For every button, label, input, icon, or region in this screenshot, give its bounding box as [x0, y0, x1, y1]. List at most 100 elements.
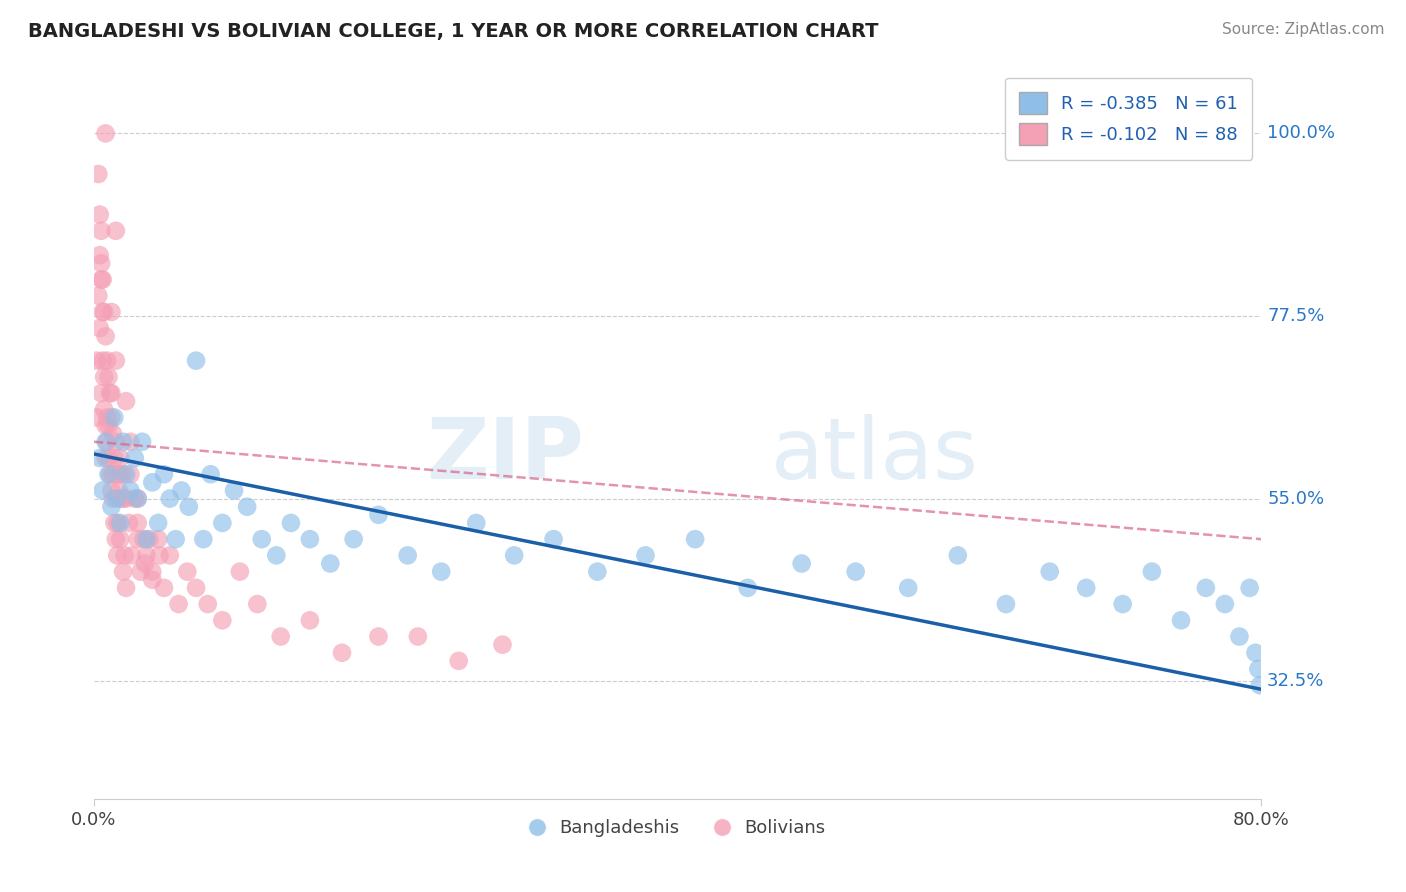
Point — [115, 394, 138, 409]
Point — [790, 557, 813, 571]
Point — [107, 483, 129, 498]
Point — [141, 475, 163, 490]
Point — [100, 386, 122, 401]
Point — [127, 532, 149, 546]
Point — [120, 483, 142, 498]
Point — [165, 532, 187, 546]
Point — [112, 565, 135, 579]
Point — [112, 491, 135, 506]
Point — [103, 516, 125, 530]
Point — [131, 434, 153, 449]
Point — [159, 549, 181, 563]
Point — [105, 549, 128, 563]
Point — [153, 581, 176, 595]
Point — [250, 532, 273, 546]
Point — [104, 532, 127, 546]
Point — [266, 549, 288, 563]
Point — [101, 491, 124, 506]
Point — [105, 516, 128, 530]
Point — [101, 426, 124, 441]
Point — [94, 329, 117, 343]
Point — [543, 532, 565, 546]
Point — [176, 565, 198, 579]
Point — [93, 370, 115, 384]
Point — [94, 127, 117, 141]
Point — [1195, 581, 1218, 595]
Point — [683, 532, 706, 546]
Text: 32.5%: 32.5% — [1267, 673, 1324, 690]
Point — [104, 353, 127, 368]
Point — [236, 500, 259, 514]
Text: atlas: atlas — [770, 414, 979, 497]
Point — [222, 483, 245, 498]
Point — [193, 532, 215, 546]
Point — [105, 467, 128, 482]
Legend: Bangladeshis, Bolivians: Bangladeshis, Bolivians — [523, 812, 832, 845]
Point — [121, 549, 143, 563]
Point — [86, 410, 108, 425]
Point — [367, 630, 389, 644]
Point — [100, 500, 122, 514]
Point — [96, 353, 118, 368]
Point — [197, 597, 219, 611]
Point — [96, 410, 118, 425]
Point — [1249, 678, 1271, 692]
Point — [146, 516, 169, 530]
Point — [211, 613, 233, 627]
Point — [91, 272, 114, 286]
Point — [87, 289, 110, 303]
Point — [101, 467, 124, 482]
Point — [104, 224, 127, 238]
Point — [1039, 565, 1062, 579]
Point — [98, 467, 121, 482]
Point — [93, 402, 115, 417]
Point — [94, 450, 117, 465]
Point — [90, 224, 112, 238]
Point — [503, 549, 526, 563]
Point — [1239, 581, 1261, 595]
Point — [115, 491, 138, 506]
Point — [97, 450, 120, 465]
Point — [104, 434, 127, 449]
Point — [100, 305, 122, 319]
Point — [200, 467, 222, 482]
Point — [132, 532, 155, 546]
Point — [89, 450, 111, 465]
Point — [367, 508, 389, 522]
Point — [994, 597, 1017, 611]
Point — [89, 208, 111, 222]
Point — [127, 491, 149, 506]
Point — [97, 418, 120, 433]
Point — [124, 450, 146, 465]
Point — [90, 256, 112, 270]
Point — [91, 353, 114, 368]
Point — [330, 646, 353, 660]
Point — [124, 491, 146, 506]
Point — [1244, 646, 1267, 660]
Point — [114, 549, 136, 563]
Point — [97, 370, 120, 384]
Text: 55.0%: 55.0% — [1267, 490, 1324, 508]
Point — [149, 549, 172, 563]
Point — [108, 532, 131, 546]
Point — [93, 305, 115, 319]
Point — [177, 500, 200, 514]
Point — [159, 491, 181, 506]
Point — [89, 248, 111, 262]
Point — [184, 353, 207, 368]
Point — [170, 483, 193, 498]
Point — [141, 573, 163, 587]
Point — [91, 305, 114, 319]
Point — [90, 272, 112, 286]
Point — [135, 532, 157, 546]
Point — [134, 557, 156, 571]
Point — [897, 581, 920, 595]
Point — [1111, 597, 1133, 611]
Point — [465, 516, 488, 530]
Point — [1213, 597, 1236, 611]
Point — [138, 532, 160, 546]
Point — [105, 491, 128, 506]
Point — [280, 516, 302, 530]
Point — [135, 549, 157, 563]
Point — [229, 565, 252, 579]
